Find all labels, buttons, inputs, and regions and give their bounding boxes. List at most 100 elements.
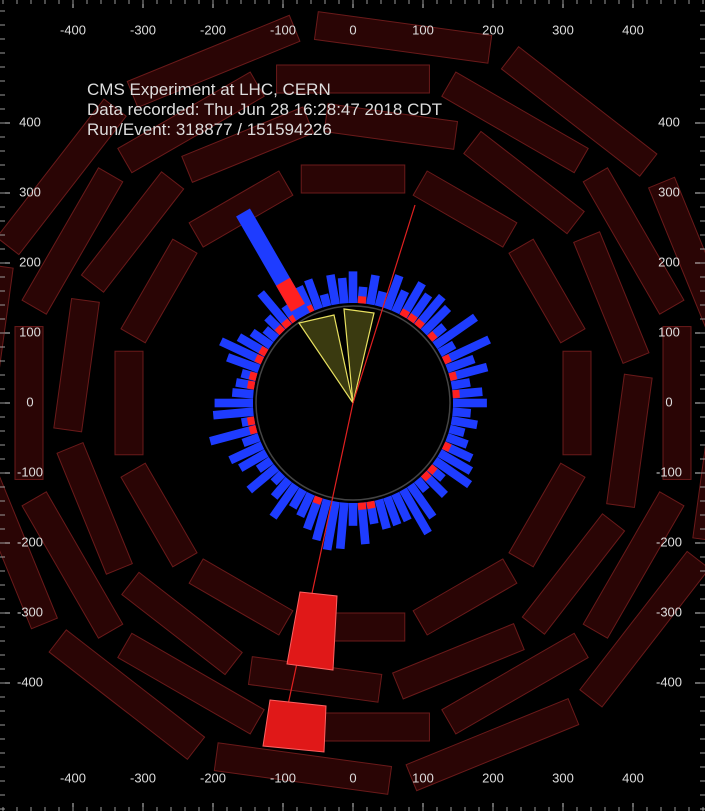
info-line: Run/Event: 318877 / 151594226 [87, 120, 332, 139]
y-tick-label: 0 [26, 394, 33, 409]
jet-cone [298, 314, 354, 404]
ecal-tower [246, 416, 256, 426]
muon-chamber [412, 558, 518, 636]
hcal-tower [226, 353, 261, 373]
x-tick-label: 0 [349, 770, 356, 785]
y-tick-label: 100 [658, 324, 680, 339]
ecal-tower [258, 346, 269, 357]
muon-chamber [500, 46, 658, 177]
y-tick-label: -300 [656, 604, 682, 619]
hcal-tower [432, 313, 478, 350]
hcal-tower [209, 424, 258, 446]
ecal-tower [248, 371, 258, 381]
ecal-tower [248, 425, 258, 435]
hcal-tower [304, 278, 323, 311]
muon-chamber [120, 238, 198, 344]
hcal-tower [255, 456, 274, 473]
muon-chamber [121, 571, 243, 676]
calorimeter-towers [209, 208, 491, 551]
x-tick-label: -300 [130, 22, 156, 37]
x-tick-label: -400 [60, 770, 86, 785]
y-tick-label: -200 [17, 534, 43, 549]
ecal-tower [427, 331, 438, 342]
muon-chamber [188, 558, 294, 636]
ecal-tower [441, 354, 452, 365]
hcal-tower [374, 498, 391, 530]
muon-chamber [114, 350, 144, 456]
hcal-tower [450, 416, 478, 430]
hcal-tower [437, 340, 457, 357]
hcal-tower [406, 482, 437, 520]
muon-chamber [80, 171, 185, 293]
hcal-tower [432, 456, 473, 489]
muon-track [352, 204, 416, 404]
muon-chambers [0, 11, 705, 795]
hcal-tower [399, 281, 426, 319]
x-tick-label: 400 [622, 22, 644, 37]
muon-chamber [117, 632, 265, 735]
hcal-tower [348, 503, 358, 526]
y-tick-label: -300 [17, 604, 43, 619]
ecal-tower [441, 441, 452, 452]
ecal-tower [276, 277, 305, 312]
muon-chamber [508, 462, 586, 568]
muon-chamber [573, 231, 650, 365]
info-line: CMS Experiment at LHC, CERN [87, 80, 331, 99]
hcal-tower [269, 482, 300, 520]
muon-chamber [0, 98, 127, 256]
muon-chamber [582, 167, 685, 315]
muon-chamber [441, 632, 589, 735]
ecal-tower [274, 324, 286, 336]
hcal-tower [441, 335, 491, 365]
hcal-tower [219, 337, 265, 365]
x-tick-label: 300 [552, 22, 574, 37]
hcal-tower [326, 274, 340, 306]
hcal-tower [337, 277, 349, 304]
hcal-tower [399, 487, 432, 536]
y-tick-label: 300 [19, 184, 41, 199]
hcal-tower [448, 362, 489, 382]
y-tick-label: 300 [658, 184, 680, 199]
ecal-tower [399, 308, 410, 319]
muon-chamber [181, 106, 315, 183]
x-tick-label: -100 [270, 22, 296, 37]
x-tick-label: -100 [270, 770, 296, 785]
hcal-tower [452, 407, 472, 418]
x-tick-label: 100 [412, 770, 434, 785]
muon-chamber [606, 373, 653, 509]
muon-chamber [126, 14, 301, 109]
y-tick-label: 200 [19, 254, 41, 269]
hcal-tower [452, 398, 487, 408]
ecal-tower [448, 371, 458, 381]
muon-chamber [508, 238, 586, 344]
y-tick-label: -100 [17, 464, 43, 479]
x-tick-label: 0 [349, 22, 356, 37]
muon-chamber [662, 326, 692, 480]
muon-chamber [14, 326, 44, 480]
hcal-tower [262, 326, 280, 343]
hcal-tower [296, 491, 315, 519]
hcal-tower [448, 424, 466, 437]
muon-chamber [300, 164, 406, 194]
y-tick-label: 200 [658, 254, 680, 269]
hcal-tower [413, 293, 446, 330]
hcal-tower [383, 274, 404, 311]
hcal-tower [246, 463, 280, 494]
hcal-tower [391, 491, 412, 523]
x-tick-label: -200 [200, 22, 226, 37]
ecal-tower [246, 380, 256, 390]
ecal-tower [357, 296, 367, 304]
y-tick-label: 0 [665, 394, 672, 409]
y-tick-label: 400 [658, 114, 680, 129]
hcal-tower [452, 387, 483, 399]
hcal-tower [212, 407, 254, 420]
hcal-tower [241, 433, 261, 448]
x-tick-label: 400 [622, 770, 644, 785]
hcal-tower [238, 449, 269, 472]
y-tick-label: -100 [656, 464, 682, 479]
hcal-tower [348, 271, 358, 303]
hcal-tower [319, 293, 332, 308]
muon-chamber [463, 130, 585, 235]
